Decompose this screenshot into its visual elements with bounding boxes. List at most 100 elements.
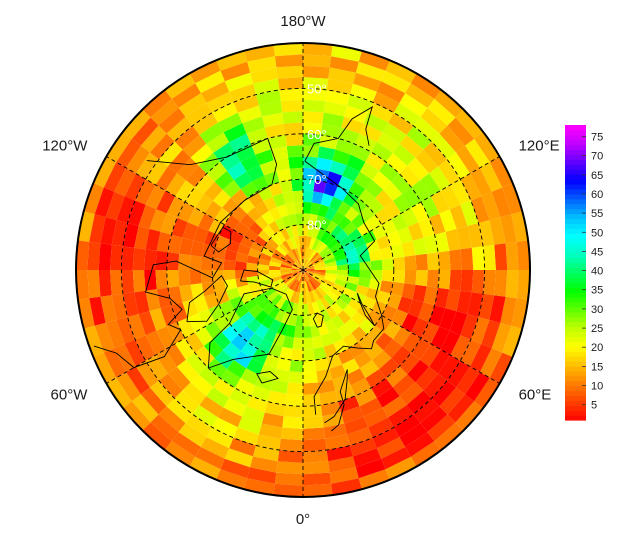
heatmap-cell xyxy=(313,346,327,360)
heatmap-cell xyxy=(213,280,227,294)
heatmap-cell xyxy=(303,179,315,192)
heatmap-cell xyxy=(268,270,281,275)
heatmap-cell xyxy=(344,207,360,222)
heatmap-cell xyxy=(194,326,213,346)
heatmap-cell xyxy=(246,127,268,145)
heatmap-cell xyxy=(185,414,213,438)
heatmap-cell xyxy=(276,168,292,183)
colorbar-segment xyxy=(565,154,586,161)
heatmap-cell xyxy=(285,324,296,338)
heatmap-cell xyxy=(434,89,464,118)
colorbar-segment xyxy=(565,341,586,347)
heatmap-cell xyxy=(313,261,325,268)
heatmap-cell xyxy=(313,180,327,194)
heatmap-cell xyxy=(489,352,513,384)
heatmap-cell xyxy=(279,88,303,102)
heatmap-cell xyxy=(142,89,172,118)
heatmap-cell xyxy=(267,390,287,405)
heatmap-cell xyxy=(307,225,315,238)
heatmap-cell xyxy=(335,258,348,266)
heatmap-cell xyxy=(427,98,456,126)
heatmap-cell xyxy=(280,228,290,241)
heatmap-cell xyxy=(135,179,156,205)
heatmap-cell xyxy=(319,245,330,257)
heatmap-cell xyxy=(178,93,207,117)
heatmap-cell xyxy=(206,132,230,153)
heatmap-cell xyxy=(317,146,336,161)
heatmap-cell xyxy=(401,313,419,333)
heatmap-cell xyxy=(261,315,275,329)
heatmap-cell xyxy=(288,156,303,169)
heatmap-cell xyxy=(376,387,400,408)
heatmap-cell xyxy=(282,111,303,124)
heatmap-cell xyxy=(77,298,95,329)
latitude-ring xyxy=(211,178,395,362)
heatmap-cell xyxy=(192,405,218,428)
heatmap-cell xyxy=(234,261,247,270)
heatmap-cell xyxy=(273,43,303,57)
heatmap-cell xyxy=(362,296,377,310)
heatmap-cell xyxy=(325,270,338,275)
heatmap-cell xyxy=(250,241,264,253)
heatmap-cell xyxy=(357,277,371,288)
heatmap-cell xyxy=(410,441,442,467)
heatmap-cell xyxy=(427,414,456,442)
heatmap-cell xyxy=(208,304,225,322)
heatmap-cell xyxy=(391,173,412,194)
heatmap-cell xyxy=(276,245,287,257)
heatmap-cell xyxy=(320,230,331,243)
heatmap-cell xyxy=(256,90,281,106)
latitude-label: 60° xyxy=(307,127,327,142)
colorbar-segment xyxy=(565,129,586,136)
heatmap-cell xyxy=(246,165,264,182)
heatmap-cell xyxy=(234,304,249,319)
heatmap-cell xyxy=(83,325,104,357)
heatmap-cell xyxy=(240,154,260,172)
heatmap-cell xyxy=(190,283,205,300)
heatmap-cell xyxy=(371,378,393,398)
heatmap-cell xyxy=(434,231,450,253)
colorbar-tick-label: 20 xyxy=(591,342,603,354)
heatmap-cell xyxy=(281,311,292,325)
heatmap-cell xyxy=(359,205,375,222)
heatmap-cell xyxy=(314,270,326,273)
heatmap-cell xyxy=(190,240,205,257)
heatmap-cell xyxy=(200,270,213,284)
heatmap-cell xyxy=(309,278,320,288)
heatmap-cell xyxy=(385,60,417,84)
heatmap-cell xyxy=(334,278,347,288)
heatmap-cell xyxy=(229,83,256,103)
heatmap-cell xyxy=(185,165,207,188)
heatmap-cell xyxy=(305,280,312,292)
heatmap-cell xyxy=(257,338,273,354)
heatmap-cell xyxy=(344,416,369,435)
heatmap-cell xyxy=(368,417,394,438)
heatmap-cell xyxy=(362,230,377,244)
eurasia-north-coast xyxy=(304,160,385,415)
heatmap-cell xyxy=(273,368,290,383)
heatmap-cell xyxy=(303,262,312,270)
colorbar-tick-label: 75 xyxy=(591,132,603,144)
heatmap-cell xyxy=(185,187,204,208)
heatmap-cell xyxy=(355,61,386,82)
heatmap-cell xyxy=(89,214,106,244)
heatmap-cell xyxy=(285,393,303,407)
heatmap-cell xyxy=(220,458,251,479)
heatmap-cell xyxy=(300,270,303,282)
heatmap-cell xyxy=(114,167,136,197)
heatmap-cell xyxy=(344,105,369,124)
heatmap-cell xyxy=(372,91,400,113)
map-border xyxy=(75,42,531,498)
heatmap-cell xyxy=(329,56,359,73)
heatmap-cell xyxy=(306,291,312,304)
heatmap-cell xyxy=(399,382,424,406)
colorbar-segment xyxy=(565,149,586,156)
heatmap-cell xyxy=(368,278,382,291)
heatmap-cell xyxy=(187,313,205,333)
coastlines xyxy=(93,106,385,432)
heatmap-cell xyxy=(263,329,277,344)
heatmap-cell xyxy=(323,294,336,306)
colorbar-tick-label: 30 xyxy=(591,304,603,316)
heatmap-cell xyxy=(321,281,333,291)
heatmap-cell xyxy=(103,162,127,192)
